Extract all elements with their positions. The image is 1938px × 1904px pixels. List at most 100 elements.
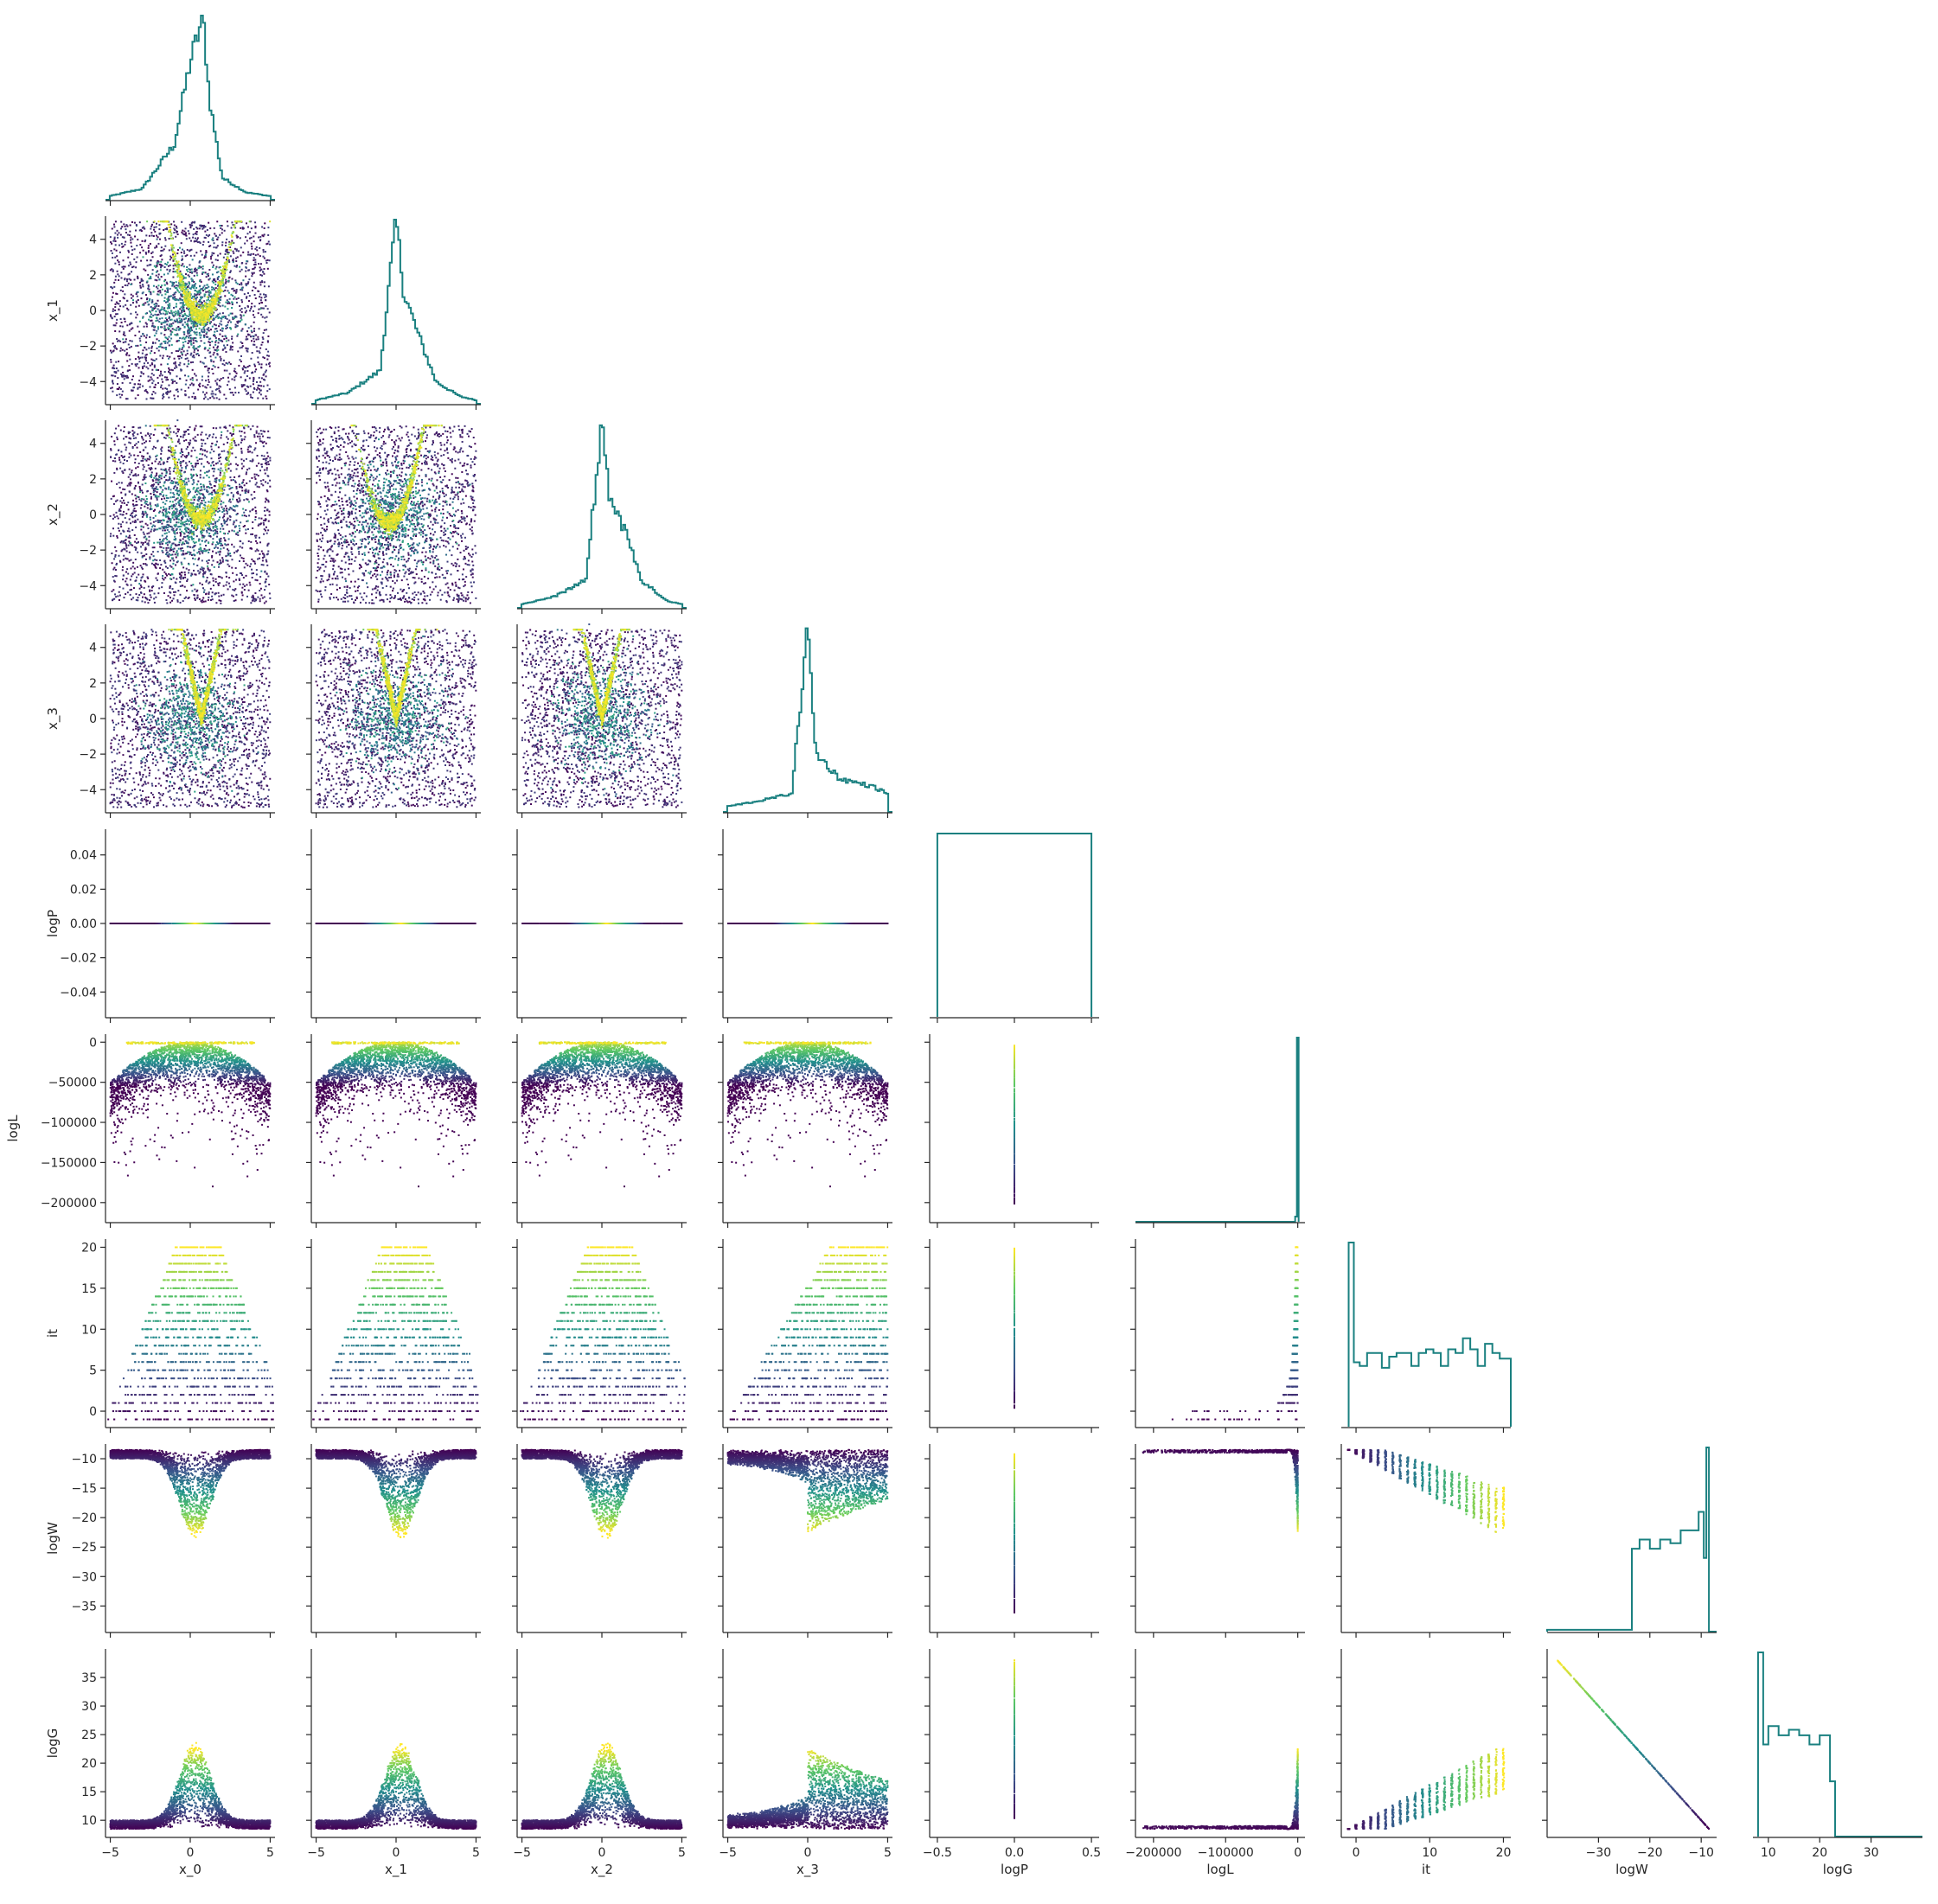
data-point xyxy=(253,344,254,346)
data-point xyxy=(140,344,142,346)
data-point xyxy=(269,259,271,261)
data-point xyxy=(201,254,203,256)
data-point xyxy=(250,358,252,360)
data-point xyxy=(203,227,205,228)
data-point xyxy=(164,342,166,344)
data-point xyxy=(126,280,128,282)
data-point xyxy=(127,274,129,276)
data-point xyxy=(227,301,229,303)
data-point xyxy=(156,303,157,305)
data-point xyxy=(257,357,259,359)
data-point xyxy=(185,355,187,356)
data-point xyxy=(139,361,141,362)
data-point xyxy=(165,317,167,319)
data-point xyxy=(209,278,211,279)
data-point xyxy=(110,387,112,389)
data-point xyxy=(218,342,220,343)
data-point xyxy=(124,318,125,320)
data-point xyxy=(202,265,204,267)
data-point xyxy=(115,347,117,348)
data-point xyxy=(129,330,131,332)
data-point xyxy=(234,248,236,250)
data-point xyxy=(122,372,124,374)
data-point xyxy=(261,226,263,227)
data-point xyxy=(267,234,269,236)
data-point xyxy=(246,375,248,377)
data-point xyxy=(151,393,153,395)
data-point xyxy=(242,252,244,253)
data-point xyxy=(157,369,159,371)
data-point xyxy=(120,227,122,229)
data-point xyxy=(259,247,260,249)
data-point xyxy=(163,280,165,282)
data-point xyxy=(131,329,132,330)
data-point xyxy=(177,326,179,328)
data-point xyxy=(254,294,256,296)
data-point xyxy=(260,367,262,368)
data-point xyxy=(242,279,244,281)
data-point xyxy=(177,290,179,291)
data-point xyxy=(160,371,162,373)
data-point xyxy=(179,329,181,330)
data-point xyxy=(217,255,219,257)
data-point xyxy=(199,383,201,385)
data-point xyxy=(264,285,265,287)
data-point xyxy=(200,337,201,339)
data-point xyxy=(189,320,191,322)
data-point xyxy=(118,393,120,395)
data-point xyxy=(157,284,159,286)
data-point xyxy=(184,374,186,376)
data-point xyxy=(189,335,191,336)
data-point xyxy=(191,382,193,384)
data-point xyxy=(176,328,177,329)
data-point xyxy=(193,287,195,289)
data-point xyxy=(247,292,249,294)
data-point xyxy=(215,235,217,237)
data-point xyxy=(253,341,255,342)
data-point xyxy=(140,287,142,289)
data-point xyxy=(253,380,254,382)
data-point xyxy=(162,381,163,383)
data-point xyxy=(236,373,238,374)
data-point xyxy=(259,282,261,284)
data-point xyxy=(162,265,163,266)
data-point xyxy=(189,237,190,239)
data-point xyxy=(119,300,121,302)
data-point xyxy=(137,256,138,258)
data-point xyxy=(145,234,147,236)
data-point xyxy=(202,306,204,308)
data-point xyxy=(186,269,188,271)
data-point xyxy=(185,227,187,229)
data-point xyxy=(199,323,201,325)
data-point xyxy=(135,316,137,318)
data-point xyxy=(248,254,250,256)
data-point xyxy=(248,327,250,329)
data-point xyxy=(205,291,207,293)
data-point xyxy=(152,323,154,324)
data-point xyxy=(150,359,152,361)
data-point xyxy=(182,281,184,283)
data-point xyxy=(253,268,255,270)
data-point xyxy=(188,318,189,320)
data-point xyxy=(204,386,206,387)
data-point xyxy=(195,238,196,240)
data-point xyxy=(169,356,170,358)
data-point xyxy=(259,348,261,349)
data-point xyxy=(150,306,152,308)
data-point xyxy=(175,236,176,238)
data-point xyxy=(251,303,253,304)
data-point xyxy=(142,367,144,369)
data-point xyxy=(249,377,251,379)
data-point xyxy=(194,333,195,335)
data-point xyxy=(228,259,230,261)
data-point xyxy=(214,366,216,367)
data-point xyxy=(198,346,200,348)
data-point xyxy=(214,281,216,283)
data-point xyxy=(134,248,136,250)
data-point xyxy=(144,270,146,272)
data-point xyxy=(230,345,232,347)
data-point xyxy=(241,347,243,348)
data-point xyxy=(148,291,150,292)
data-point xyxy=(121,322,123,323)
data-point xyxy=(146,280,148,282)
